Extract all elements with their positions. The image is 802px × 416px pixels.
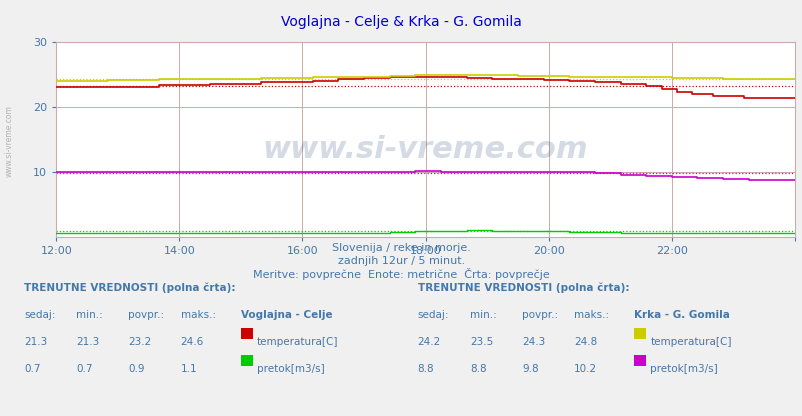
Text: 24.2: 24.2 <box>417 337 440 347</box>
Text: Slovenija / reke in morje.: Slovenija / reke in morje. <box>332 243 470 253</box>
Text: 1.1: 1.1 <box>180 364 197 374</box>
Text: 24.8: 24.8 <box>573 337 597 347</box>
Text: 24.3: 24.3 <box>521 337 545 347</box>
Text: povpr.:: povpr.: <box>521 310 557 320</box>
Text: min.:: min.: <box>469 310 496 320</box>
Text: TRENUTNE VREDNOSTI (polna črta):: TRENUTNE VREDNOSTI (polna črta): <box>417 283 628 293</box>
Text: maks.:: maks.: <box>180 310 216 320</box>
Text: temperatura[C]: temperatura[C] <box>257 337 338 347</box>
Text: pretok[m3/s]: pretok[m3/s] <box>650 364 717 374</box>
Text: sedaj:: sedaj: <box>417 310 448 320</box>
Text: Voglajna - Celje: Voglajna - Celje <box>241 310 332 320</box>
Text: Voglajna - Celje & Krka - G. Gomila: Voglajna - Celje & Krka - G. Gomila <box>281 15 521 29</box>
Text: pretok[m3/s]: pretok[m3/s] <box>257 364 324 374</box>
Text: sedaj:: sedaj: <box>24 310 55 320</box>
Text: 23.2: 23.2 <box>128 337 152 347</box>
Text: 23.5: 23.5 <box>469 337 492 347</box>
Text: temperatura[C]: temperatura[C] <box>650 337 731 347</box>
Text: zadnjih 12ur / 5 minut.: zadnjih 12ur / 5 minut. <box>338 256 464 266</box>
Text: www.si-vreme.com: www.si-vreme.com <box>5 106 14 177</box>
Text: min.:: min.: <box>76 310 103 320</box>
Text: 10.2: 10.2 <box>573 364 597 374</box>
Text: 0.9: 0.9 <box>128 364 145 374</box>
Text: TRENUTNE VREDNOSTI (polna črta):: TRENUTNE VREDNOSTI (polna črta): <box>24 283 235 293</box>
Text: 21.3: 21.3 <box>24 337 47 347</box>
Text: 0.7: 0.7 <box>76 364 93 374</box>
Text: 0.7: 0.7 <box>24 364 41 374</box>
Text: Krka - G. Gomila: Krka - G. Gomila <box>634 310 729 320</box>
Text: 21.3: 21.3 <box>76 337 99 347</box>
Text: maks.:: maks.: <box>573 310 609 320</box>
Text: 8.8: 8.8 <box>469 364 486 374</box>
Text: www.si-vreme.com: www.si-vreme.com <box>262 135 588 163</box>
Text: 24.6: 24.6 <box>180 337 204 347</box>
Text: 9.8: 9.8 <box>521 364 538 374</box>
Text: 8.8: 8.8 <box>417 364 434 374</box>
Text: povpr.:: povpr.: <box>128 310 164 320</box>
Text: Meritve: povprečne  Enote: metrične  Črta: povprečje: Meritve: povprečne Enote: metrične Črta:… <box>253 268 549 280</box>
